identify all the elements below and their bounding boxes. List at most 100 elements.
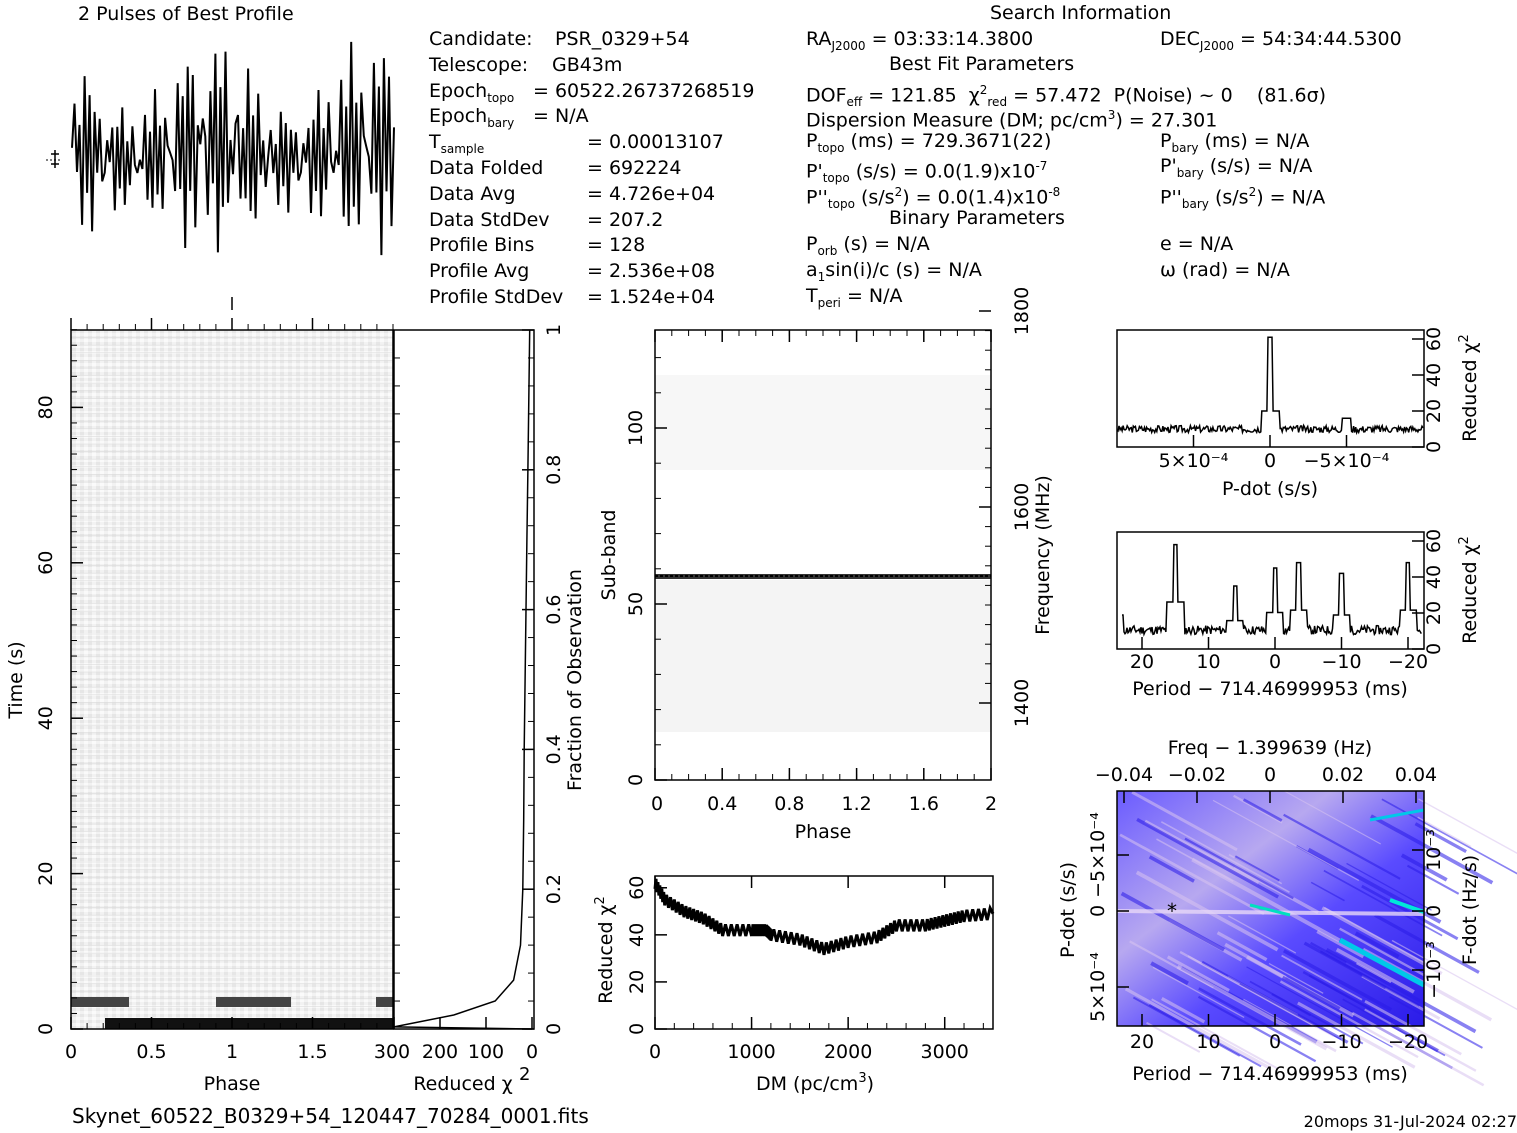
x-tick-label: 0 <box>65 1041 77 1063</box>
right-tick-label: 0 <box>1423 905 1445 917</box>
plane-streak <box>1284 790 1381 845</box>
y-tick-label: 0.6 <box>543 594 565 624</box>
time-phase-ylabel: Time (s) <box>5 641 27 719</box>
pdot-chi-plot: 5×10⁻⁴ 0 −5×10⁻⁴ 0 20 40 60 <box>1116 327 1445 472</box>
plane-streak <box>1302 970 1372 1011</box>
plane-streak <box>1246 966 1393 1048</box>
plane-streak <box>1281 975 1341 1011</box>
y-tick-label: 5×10⁻⁴ <box>1087 952 1109 1022</box>
x-tick-label: −5×10⁻⁴ <box>1304 450 1390 472</box>
best-fit-header: Best Fit Parameters <box>889 53 1075 75</box>
dm-info-line: Dispersion Measure (DM; pc/cm3) = 27.301 <box>806 108 1218 132</box>
plane-streak <box>1389 1023 1439 1053</box>
x-tick-label: 20 <box>1130 651 1154 673</box>
dm-ylabel: Reduced χ2 <box>593 896 617 1004</box>
plane-streak <box>1234 855 1280 883</box>
y-tick-label: 40 <box>626 923 648 947</box>
subband-ylabel: Sub-band <box>598 510 620 601</box>
plane-streak <box>1346 862 1432 911</box>
y-tick-label: −5×10⁻⁴ <box>1087 812 1109 898</box>
period-pdot-plane: * 20 10 0 −10 −20 −0.04 −0.02 0 0.02 0.04 −5×10⁻⁴ 0… <box>1087 764 1517 1087</box>
x-tick-label: 0 <box>651 793 663 815</box>
plane-streak <box>1325 948 1477 1034</box>
top-tick-label: −0.04 <box>1095 764 1153 786</box>
plane-streak <box>1212 799 1360 882</box>
plane-streak <box>1146 1021 1201 1053</box>
plane-streak <box>1282 949 1393 1012</box>
plane-streak <box>1228 915 1297 954</box>
info-value: = 60522.26737268519 <box>533 79 755 102</box>
info-label: Epochtopo <box>429 79 515 105</box>
binary-header: Binary Parameters <box>889 207 1065 229</box>
y-tick-label: 20 <box>35 862 57 886</box>
pdot-ylabel: Reduced χ2 <box>1457 334 1481 442</box>
fraction-chi-plot: 300 200 100 00 0.2 0.4 0.6 0.8 1 <box>374 324 565 1063</box>
plane-streak <box>1144 819 1260 885</box>
subband-right-label: Frequency (MHz) <box>1032 475 1054 635</box>
plane-streak <box>1283 813 1401 880</box>
x-tick-label: −10 <box>1321 651 1361 673</box>
plane-streak <box>1406 864 1460 895</box>
y-tick-label: 50 <box>625 592 647 616</box>
subband-xlabel: Phase <box>795 821 852 843</box>
ptopo-line: Ptopo (ms) = 729.3671(22) <box>806 130 1052 155</box>
plane-streak <box>1370 814 1494 885</box>
best-fit-marker: * <box>1167 899 1177 923</box>
y-tick-label: 20 <box>626 970 648 994</box>
plane-streak <box>1418 798 1517 855</box>
profile-line <box>71 41 395 256</box>
pp-ylabel: P-dot (s/s) <box>1057 862 1079 958</box>
info-label: Telescope: <box>429 53 529 76</box>
y-tick-label: 0 <box>543 1023 565 1035</box>
time-phase-plot: 0 0.5 1 1.5 0 20 40 60 80 <box>35 318 394 1063</box>
plane-streak <box>1233 794 1283 824</box>
plane-streak <box>1374 913 1480 974</box>
pdbary-line: P'bary (s/s) = N/A <box>1160 155 1313 180</box>
x-tick-label: 10 <box>1196 1031 1220 1053</box>
plane-streak <box>1148 1004 1262 1068</box>
pddbary-line: P''bary (s/s2) = N/A <box>1160 185 1326 212</box>
plane-ridge <box>1116 909 1425 916</box>
x-tick-label: −20 <box>1388 1031 1428 1053</box>
y-tick-label: 40 <box>1423 565 1445 589</box>
plane-streak <box>1321 906 1443 976</box>
timestamp: 20mops 31-Jul-2024 02:27 <box>1303 1112 1517 1131</box>
plane-cyan <box>1369 808 1425 822</box>
info-value: = 2.536e+08 <box>587 260 716 283</box>
plane-streak <box>1198 987 1302 1046</box>
profile-title: 2 Pulses of Best Profile <box>78 3 294 25</box>
top-tick-label: 0.02 <box>1322 764 1364 786</box>
plane-streak <box>1319 950 1420 1007</box>
right-tick-label: −10⁻³ <box>1423 941 1445 999</box>
omega-line: ω (rad) = N/A <box>1160 259 1290 281</box>
info-label: Tsample <box>429 131 485 156</box>
porb-line: Porb (s) = N/A <box>806 233 930 258</box>
plane-cyan <box>1338 937 1426 988</box>
plane-streak <box>1160 821 1290 893</box>
y-tick-label: 60 <box>1423 529 1445 553</box>
plane-streak <box>1124 987 1271 1070</box>
x-tick-label: 1.5 <box>297 1041 327 1063</box>
plane-streak <box>1131 790 1238 852</box>
plane-streak <box>1228 854 1283 885</box>
pdot-xlabel: P-dot (s/s) <box>1222 478 1318 500</box>
info-value: PSR_0329+54 <box>555 28 690 50</box>
info-label: Data StdDev <box>429 208 550 231</box>
x-tick-label: 0.5 <box>136 1041 166 1063</box>
info-label: Candidate: <box>429 28 533 50</box>
plane-streak <box>1297 1001 1416 1069</box>
y-tick-label: 1 <box>543 324 565 336</box>
right-tick-label: 10⁻³ <box>1423 829 1445 871</box>
info-value: = 692224 <box>587 157 682 179</box>
plane-streak <box>1356 962 1392 984</box>
right-tick-label: 1600 <box>1011 483 1033 531</box>
info-label: Data Folded <box>429 157 544 179</box>
profile-error-bar <box>46 150 62 168</box>
x-tick-label: 100 <box>468 1041 504 1063</box>
plane-streak <box>1354 931 1400 959</box>
y-tick-label: 0 <box>1423 643 1445 655</box>
a1-line: a1sin(i)/c (s) = N/A <box>806 259 982 284</box>
y-tick-label: 0.4 <box>543 734 565 764</box>
pddtopo-line: P''topo (s/s2) = 0.0(1.4)x10-8 <box>806 185 1061 212</box>
